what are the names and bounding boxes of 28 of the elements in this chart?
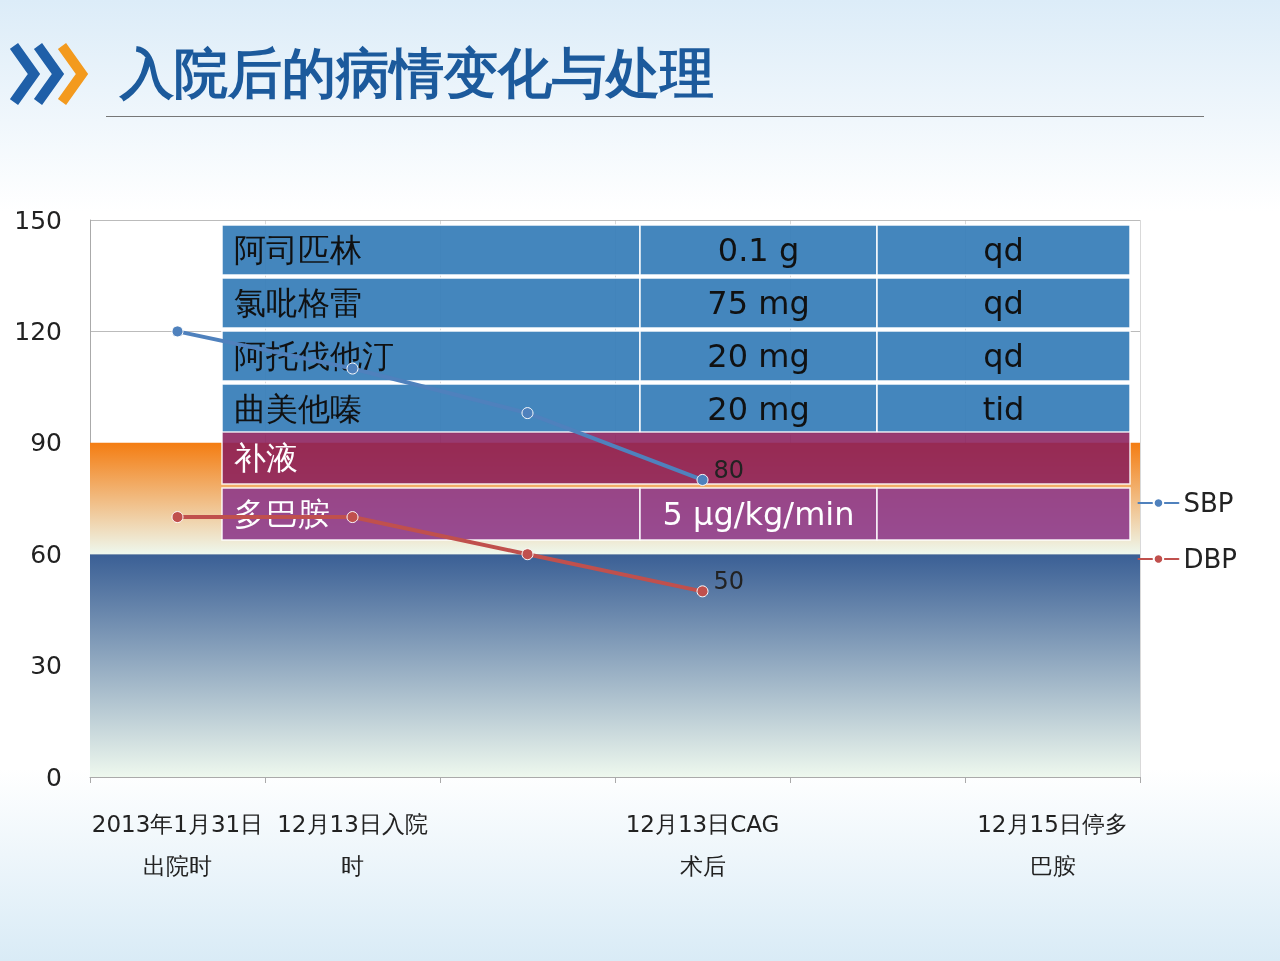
annotation: qd bbox=[983, 231, 1024, 269]
legend-label: DBP bbox=[1183, 544, 1238, 574]
annotation: tid bbox=[982, 390, 1025, 428]
x-tick-label: 12月15日停多巴胺 bbox=[977, 811, 1128, 879]
legend-label: SBP bbox=[1183, 488, 1234, 518]
annotation: 曲美他嗪 bbox=[234, 390, 362, 428]
annotation: qd bbox=[983, 284, 1024, 322]
annotation: 20 mg bbox=[707, 337, 810, 375]
data-label: 80 bbox=[713, 455, 745, 484]
y-tick-label: 120 bbox=[14, 316, 62, 346]
annotation: 5 μg/kg/min bbox=[662, 495, 855, 533]
annotation: 0.1 g bbox=[717, 231, 800, 269]
x-tick-label: 12月13日CAG术后 bbox=[625, 811, 780, 879]
y-tick-label: 0 bbox=[46, 762, 62, 792]
data-label: 50 bbox=[713, 567, 745, 596]
annotation: 补液 bbox=[234, 439, 298, 477]
y-tick-label: 60 bbox=[30, 539, 62, 569]
annotation: 75 mg bbox=[707, 284, 810, 322]
annotation: qd bbox=[983, 337, 1024, 375]
annotation: 氯吡格雷 bbox=[234, 284, 362, 322]
annotation: 阿司匹林 bbox=[234, 231, 362, 269]
annotation: 20 mg bbox=[707, 390, 810, 428]
x-tick-label: 2013年1月31日出院时 bbox=[91, 811, 264, 879]
y-tick-label: 150 bbox=[14, 205, 62, 235]
y-tick-label: 90 bbox=[30, 428, 62, 458]
y-tick-label: 30 bbox=[30, 651, 62, 681]
chart-title: 入院后的病情变化与处理 bbox=[120, 41, 714, 107]
x-tick-label: 12月13日入院时 bbox=[277, 811, 428, 879]
